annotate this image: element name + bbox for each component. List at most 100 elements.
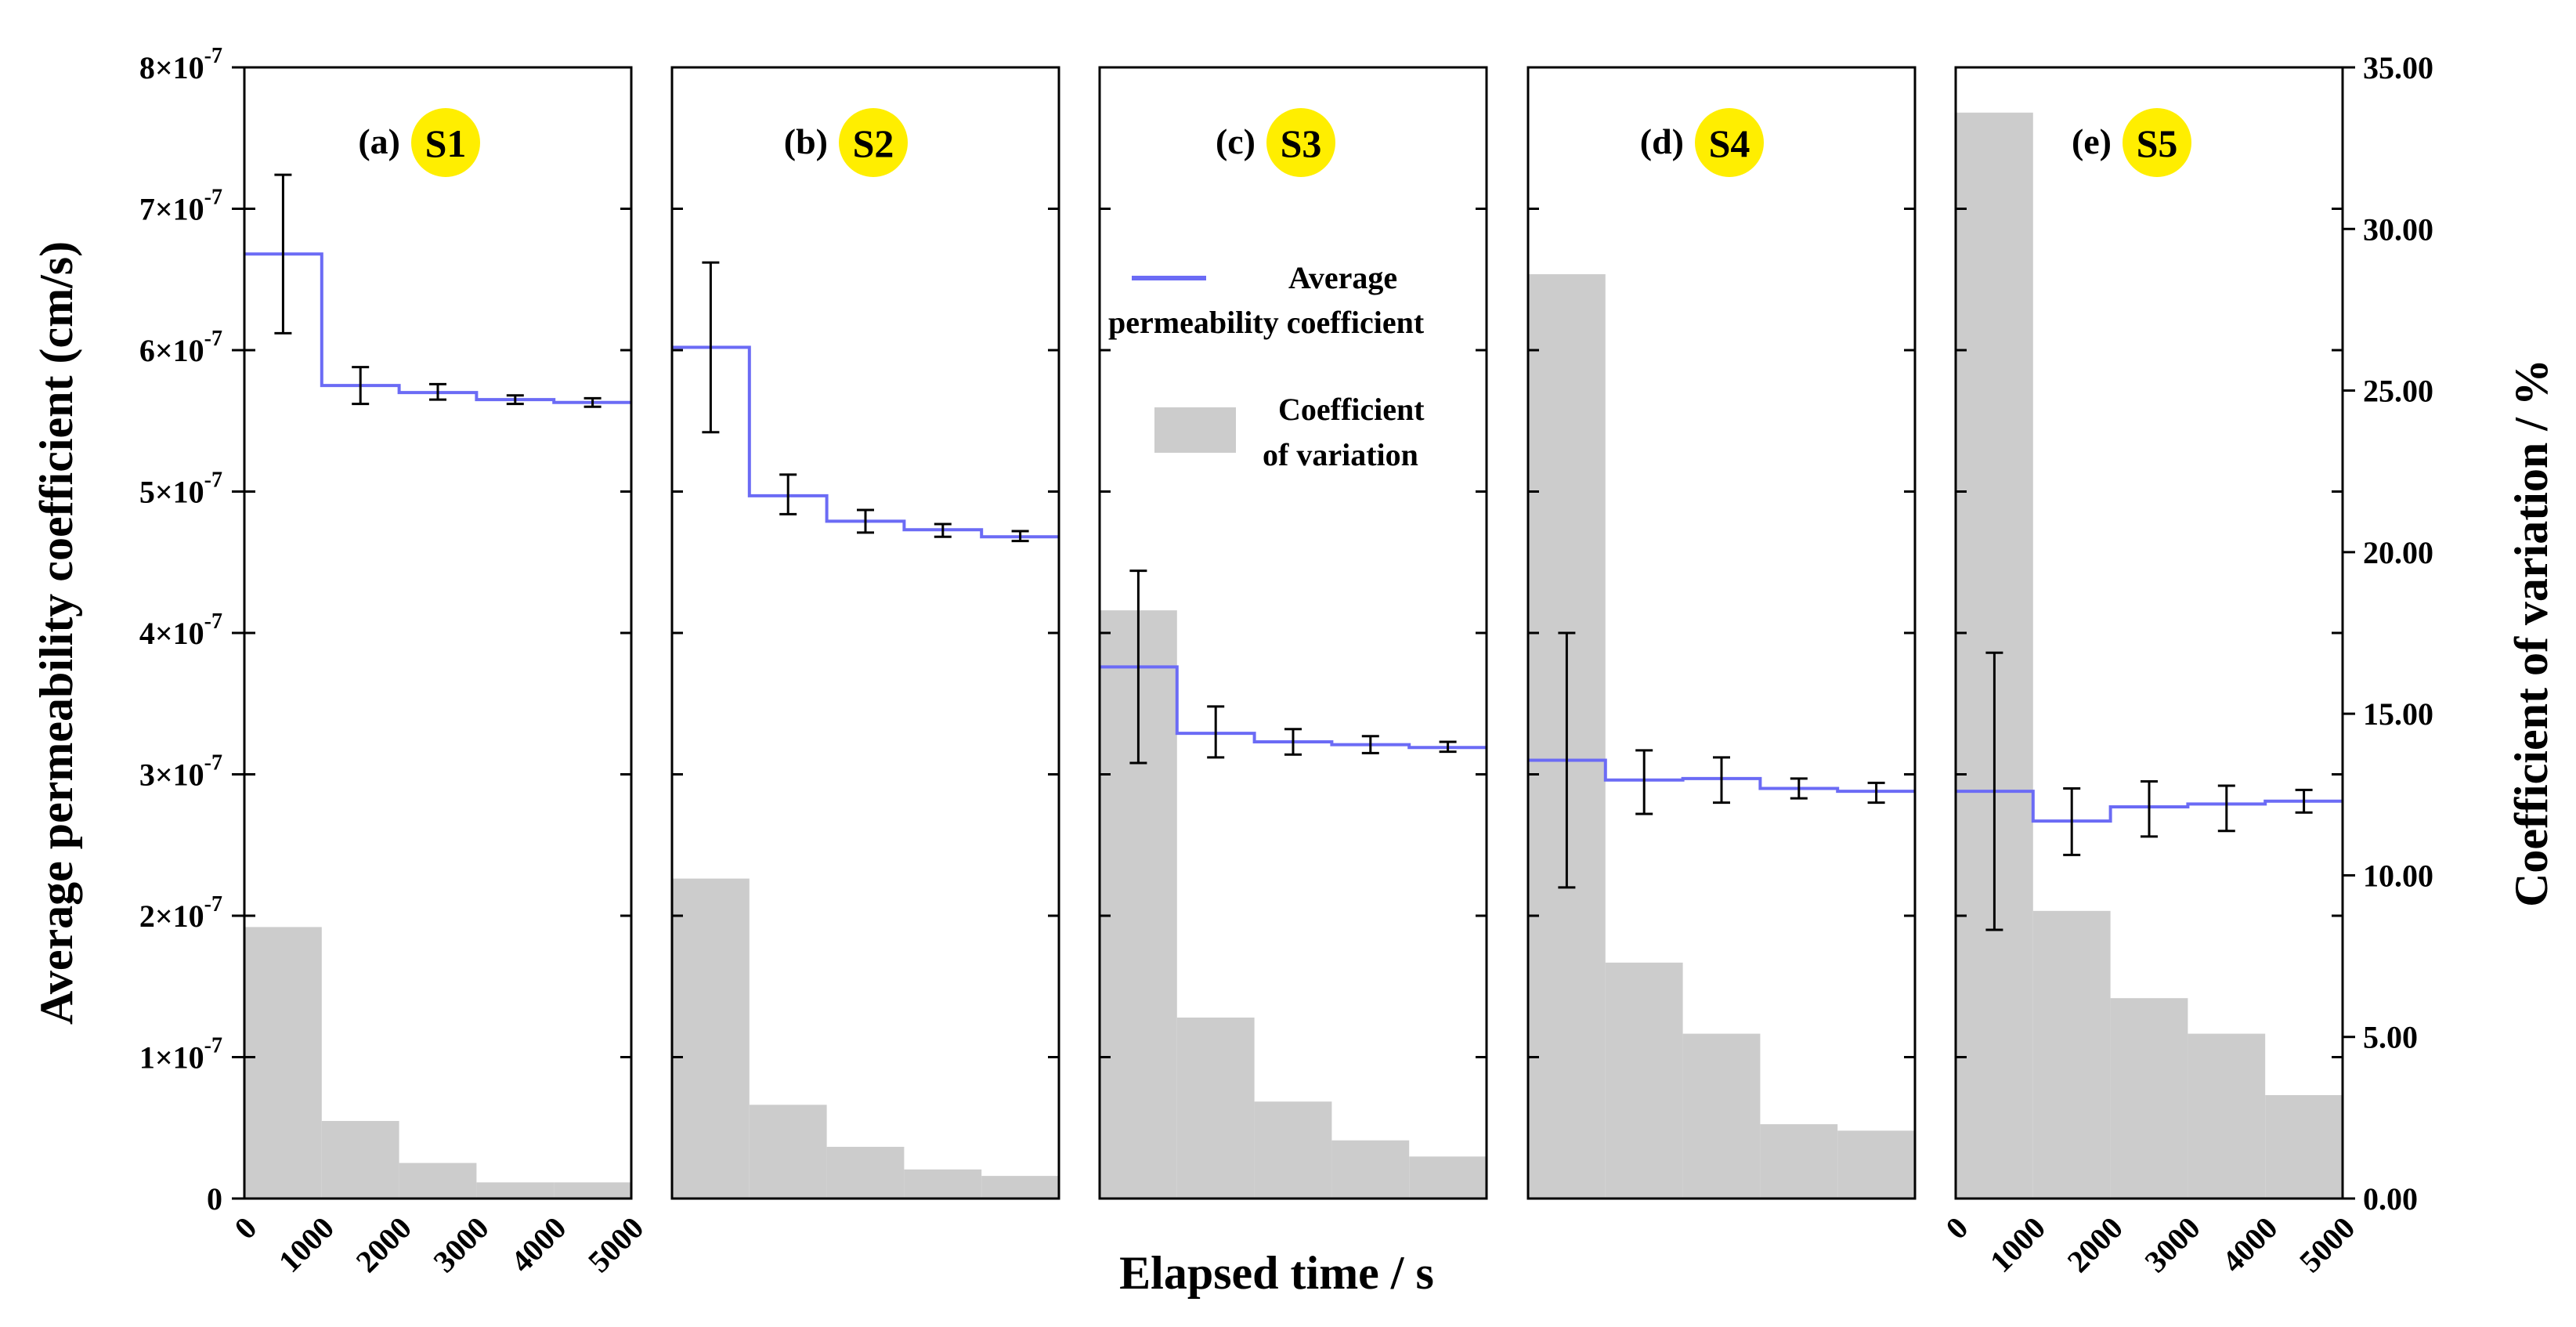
error-bar (1011, 530, 1029, 543)
error-bar (429, 382, 446, 401)
error-bar (1129, 569, 1147, 765)
cv-bar (321, 1120, 399, 1199)
panel-s4: (d) S4 (1526, 66, 1917, 1200)
x-tick-label: 2000 (349, 1210, 418, 1279)
left-tick-label: 6×10-7 (139, 327, 222, 368)
cv-bar (672, 878, 750, 1199)
panel-letter: (b) (784, 121, 828, 161)
legend-line-label: permeability coefficient (1108, 305, 1425, 340)
panel-s2: (b) S2 (670, 66, 1060, 1200)
right-tick-label: 5.00 (2363, 1020, 2418, 1055)
panel-letter: (c) (1216, 121, 1255, 161)
panel-badge (2123, 108, 2191, 177)
left-tick-label: 8×10-7 (139, 44, 222, 85)
error-bar (1558, 631, 1576, 889)
x-tick-label: 1000 (1983, 1210, 2052, 1279)
error-bar (2063, 787, 2081, 856)
panel-label: S3 (1281, 121, 1322, 165)
avg-permeability-line (244, 252, 631, 404)
error-bar (2141, 780, 2158, 838)
error-bar (1985, 651, 2003, 931)
cv-bar (826, 1146, 905, 1199)
error-bar (779, 473, 797, 515)
error-bar (274, 173, 292, 334)
right-tick-label: 20.00 (2363, 535, 2433, 570)
x-tick-label: 2000 (2061, 1210, 2130, 1279)
x-tick-label: 4000 (504, 1210, 573, 1279)
panel-badge (1266, 108, 1335, 177)
error-bar (2295, 788, 2313, 814)
panel-s5: (e) S5 (1954, 66, 2344, 1200)
cv-bar (2188, 1033, 2266, 1199)
cv-bar (2265, 1094, 2343, 1199)
legend-bar-swatch (1154, 407, 1236, 453)
panel-letter: (a) (358, 121, 400, 161)
error-bar (1713, 756, 1730, 805)
legend-bar-label: Coefficient (1278, 392, 1425, 427)
right-tick-label: 25.00 (2363, 374, 2433, 409)
cv-bar (2032, 910, 2111, 1199)
error-bar (1361, 735, 1379, 754)
left-tick-label: 3×10-7 (139, 751, 222, 793)
cv-bar (476, 1182, 555, 1199)
x-tick-label: 5000 (2292, 1210, 2361, 1279)
panel-badge (839, 108, 908, 177)
error-bar (1207, 705, 1225, 759)
x-tick-label: 0 (1938, 1210, 1974, 1246)
panel-letter: (e) (2072, 121, 2112, 161)
error-bar (1439, 740, 1457, 754)
avg-permeability-line (672, 345, 1059, 539)
cv-bar (1760, 1124, 1838, 1199)
right-axis-title: Coefficient of variation / % (2506, 359, 2557, 907)
cv-bar (904, 1169, 982, 1199)
cv-bar (1837, 1130, 1915, 1199)
left-axis-title: Average permeability coefficient (cm/s) (31, 241, 82, 1025)
cv-bar (244, 927, 322, 1199)
cv-bar (981, 1176, 1059, 1199)
legend: Average permeability coefficient Coefficie… (1108, 260, 1425, 472)
cv-bar (1682, 1033, 1761, 1199)
cv-bar (399, 1162, 477, 1199)
cv-bar (749, 1105, 827, 1199)
panel-badge (411, 108, 480, 177)
cv-bar (2110, 998, 2188, 1199)
right-tick-label: 30.00 (2363, 212, 2433, 247)
error-bar (1635, 749, 1653, 815)
right-tick-label: 0.00 (2363, 1181, 2418, 1217)
error-bar (1790, 777, 1808, 800)
error-bar (934, 522, 952, 538)
right-tick-label: 15.00 (2363, 696, 2433, 732)
panel-letter: (d) (1640, 121, 1684, 161)
cv-bar (1331, 1140, 1410, 1199)
right-tick-label: 10.00 (2363, 858, 2433, 893)
error-bar (583, 396, 602, 408)
panel-badge (1695, 108, 1764, 177)
error-bar (2217, 784, 2235, 833)
panel-s3: (c) S3 (1098, 66, 1488, 1200)
panel-label: S5 (2137, 121, 2178, 165)
error-bar (857, 508, 874, 534)
x-tick-label: 3000 (2137, 1210, 2206, 1279)
error-bar (1867, 781, 1885, 805)
cv-bar (1409, 1156, 1487, 1199)
left-tick-label: 4×10-7 (139, 609, 222, 651)
left-tick-label: 0 (207, 1181, 222, 1217)
error-bar (1284, 728, 1302, 756)
error-bar (506, 394, 524, 406)
error-bar (352, 366, 370, 406)
cv-bar (1176, 1017, 1255, 1199)
error-bar (702, 261, 720, 434)
x-tick-label: 5000 (581, 1210, 650, 1279)
x-tick-label: 3000 (426, 1210, 495, 1279)
x-tick-label: 1000 (272, 1210, 341, 1279)
cv-bar (554, 1182, 631, 1199)
right-tick-label: 35.00 (2363, 50, 2433, 85)
left-tick-label: 2×10-7 (139, 892, 222, 934)
left-tick-label: 7×10-7 (139, 186, 222, 227)
left-tick-label: 5×10-7 (139, 468, 222, 510)
x-tick-label: 4000 (2215, 1210, 2284, 1279)
legend-bar-label: of variation (1263, 437, 1418, 472)
cv-bar (1605, 962, 1683, 1199)
legend-line-label: Average (1288, 260, 1397, 295)
